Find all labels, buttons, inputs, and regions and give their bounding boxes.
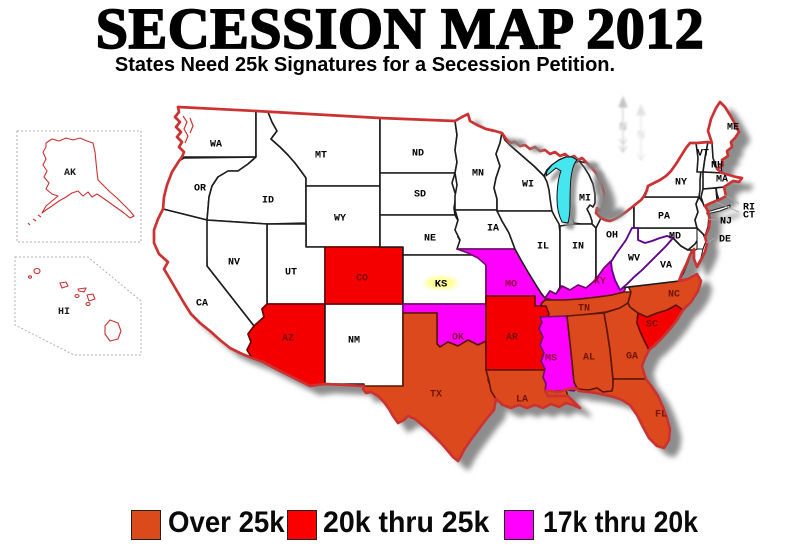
svg-text:IL: IL <box>537 242 549 253</box>
svg-text:OR: OR <box>194 184 206 195</box>
svg-text:MN: MN <box>472 169 484 180</box>
svg-text:WA: WA <box>210 140 222 151</box>
svg-text:HI: HI <box>58 307 70 318</box>
svg-text:ID: ID <box>262 196 274 207</box>
svg-text:NV: NV <box>228 258 240 269</box>
svg-text:CA: CA <box>196 299 208 310</box>
svg-text:TX: TX <box>430 390 442 401</box>
svg-text:N: N <box>637 129 645 141</box>
svg-text:MS: MS <box>545 354 557 365</box>
svg-text:CO: CO <box>356 274 368 285</box>
svg-text:N: N <box>619 121 627 133</box>
svg-text:VA: VA <box>660 261 672 272</box>
svg-text:CT: CT <box>743 211 755 222</box>
svg-text:AL: AL <box>583 353 595 364</box>
svg-text:NH: NH <box>711 161 723 172</box>
svg-text:IA: IA <box>487 224 499 235</box>
svg-text:UT: UT <box>285 268 297 279</box>
svg-text:DE: DE <box>719 235 731 246</box>
svg-text:MT: MT <box>315 151 327 162</box>
svg-text:NJ: NJ <box>720 217 732 228</box>
svg-text:AZ: AZ <box>282 334 294 345</box>
svg-text:KY: KY <box>594 277 606 288</box>
svg-text:AR: AR <box>506 333 518 344</box>
svg-text:NE: NE <box>424 234 436 245</box>
svg-text:OH: OH <box>606 231 618 242</box>
svg-text:WY: WY <box>334 214 346 225</box>
svg-text:GA: GA <box>626 352 638 363</box>
svg-text:ME: ME <box>727 123 739 134</box>
svg-text:FL: FL <box>655 410 667 421</box>
svg-text:MO: MO <box>505 280 517 291</box>
svg-text:WI: WI <box>522 180 534 191</box>
svg-text:MD: MD <box>669 232 681 243</box>
svg-text:WV: WV <box>628 254 640 265</box>
svg-text:VT: VT <box>697 149 709 160</box>
svg-text:OK: OK <box>452 333 464 344</box>
svg-text:NC: NC <box>668 290 680 301</box>
svg-text:ND: ND <box>412 149 424 160</box>
svg-text:KS: KS <box>435 279 448 291</box>
svg-text:AK: AK <box>64 168 76 179</box>
svg-text:NM: NM <box>348 336 360 347</box>
svg-text:NY: NY <box>675 178 687 189</box>
svg-text:RI: RI <box>743 203 755 214</box>
svg-text:PA: PA <box>658 212 670 223</box>
svg-text:SD: SD <box>414 190 426 201</box>
svg-text:MI: MI <box>579 194 591 205</box>
svg-text:LA: LA <box>516 395 528 406</box>
svg-text:MA: MA <box>716 175 728 186</box>
svg-text:TN: TN <box>578 304 590 315</box>
svg-text:SC: SC <box>646 320 658 331</box>
svg-text:IN: IN <box>572 242 584 253</box>
